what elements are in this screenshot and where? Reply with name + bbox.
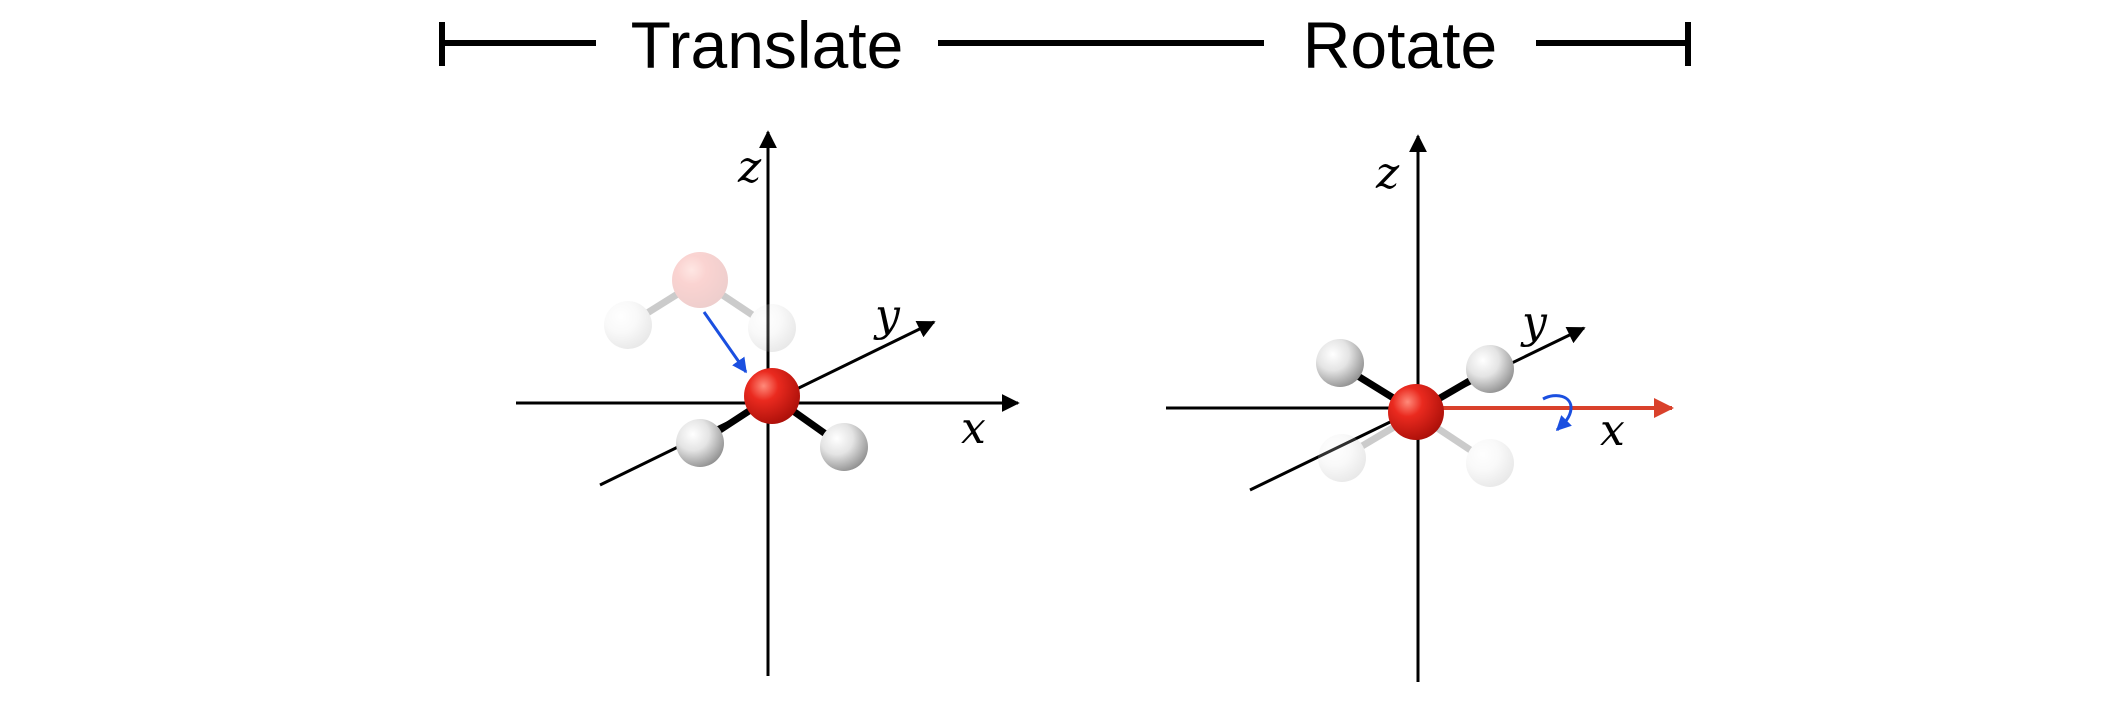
ghost-hydrogen-atom-right bbox=[748, 304, 796, 352]
hydrogen-atom-left bbox=[1316, 339, 1364, 387]
rotate-molecule bbox=[1316, 339, 1514, 440]
oxygen-atom bbox=[1388, 384, 1444, 440]
rotate-panel: z x y bbox=[1166, 134, 1674, 682]
rotate-x-label: x bbox=[1600, 405, 1625, 456]
hydrogen-atom-right bbox=[820, 423, 868, 471]
translate-x-label: x bbox=[961, 403, 986, 454]
header-bracket: Translate Rotate bbox=[439, 8, 1691, 82]
translation-arrow bbox=[702, 311, 748, 374]
rotate-y-label: y bbox=[1520, 297, 1548, 348]
translate-z-label: z bbox=[737, 142, 762, 193]
rotate-ghost-molecule bbox=[1318, 410, 1514, 487]
ghost-hydrogen-atom-right bbox=[1466, 439, 1514, 487]
ghost-oxygen-atom bbox=[672, 252, 728, 308]
rotate-z-label: z bbox=[1375, 148, 1400, 199]
translate-heading: Translate bbox=[631, 8, 904, 82]
ghost-hydrogen-atom-left bbox=[1318, 434, 1366, 482]
translate-molecule bbox=[676, 368, 868, 471]
translate-ghost-molecule bbox=[604, 252, 796, 352]
ghost-hydrogen-atom-left bbox=[604, 301, 652, 349]
rotate-heading: Rotate bbox=[1303, 8, 1497, 82]
rotation-arrow bbox=[1542, 394, 1573, 432]
hydrogen-atom-left bbox=[676, 419, 724, 467]
translate-panel: z x y bbox=[516, 130, 1020, 676]
hydrogen-atom-right bbox=[1466, 345, 1514, 393]
oxygen-atom bbox=[744, 368, 800, 424]
translate-y-label: y bbox=[873, 290, 901, 341]
